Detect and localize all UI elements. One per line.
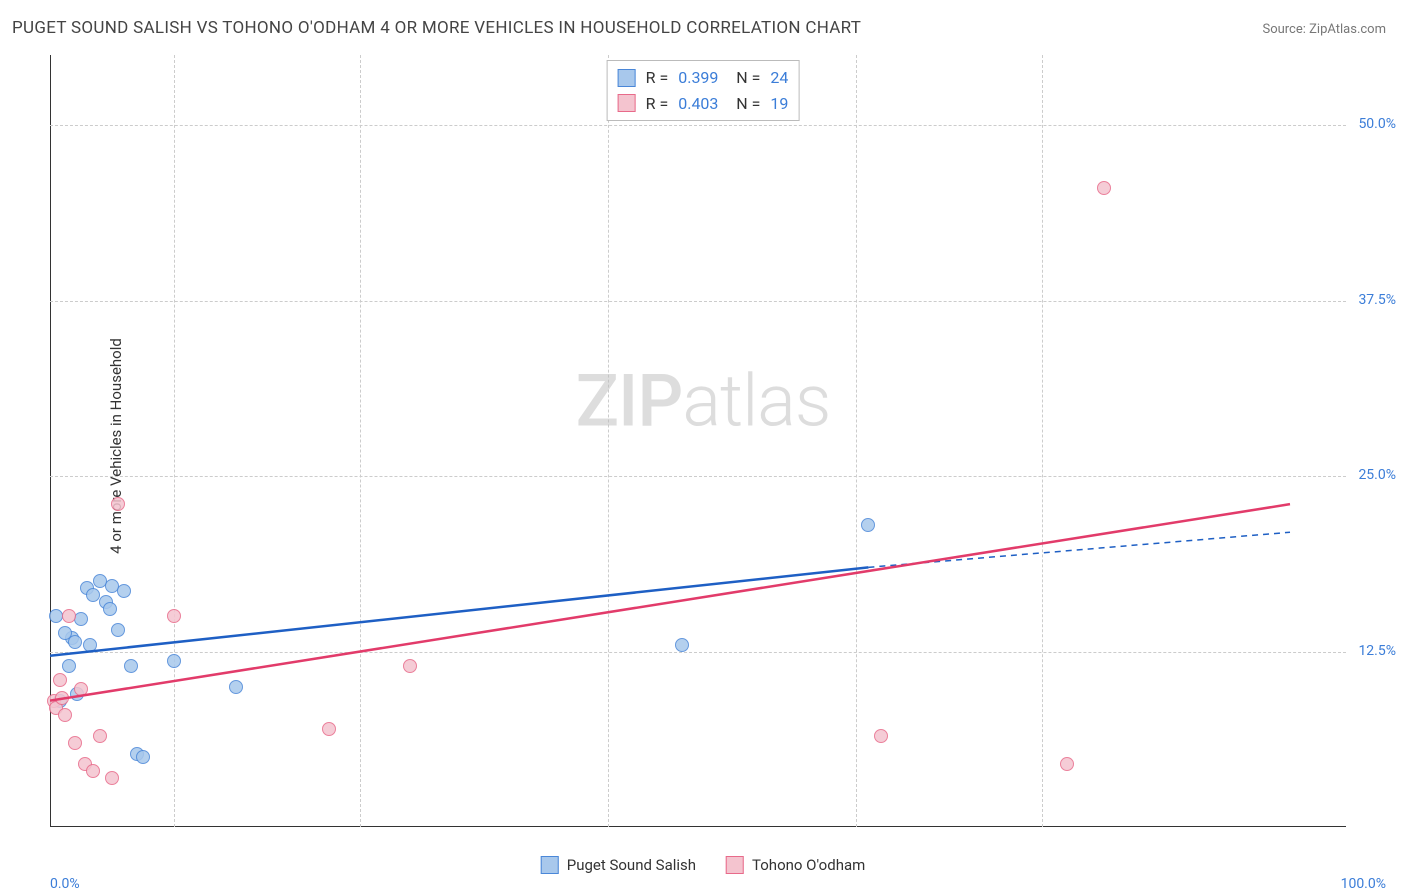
r-value: 0.399: [678, 65, 726, 91]
data-point: [55, 691, 69, 705]
data-point: [874, 729, 888, 743]
data-point: [111, 623, 125, 637]
data-point: [93, 729, 107, 743]
data-point: [74, 682, 88, 696]
n-value: 24: [770, 65, 788, 91]
legend-series-label: Tohono O'odham: [752, 856, 865, 874]
x-axis-line: [50, 826, 1346, 827]
r-value: 0.403: [678, 91, 726, 117]
x-gridline: [608, 55, 609, 827]
source-attribution: Source: ZipAtlas.com: [1262, 22, 1386, 37]
data-point: [68, 736, 82, 750]
data-point: [1097, 181, 1111, 195]
x-tick-min: 0.0%: [50, 876, 80, 892]
legend-swatch: [541, 856, 559, 874]
legend-series-label: Puget Sound Salish: [567, 856, 696, 874]
data-point: [229, 680, 243, 694]
data-point: [83, 638, 97, 652]
y-gridline: [50, 476, 1346, 477]
r-label: R =: [646, 91, 669, 117]
data-point: [58, 708, 72, 722]
y-tick-label: 50.0%: [1358, 116, 1396, 132]
x-axis-labels: 0.0% 100.0%: [50, 876, 1386, 892]
data-point: [167, 609, 181, 623]
data-point: [105, 771, 119, 785]
trend-lines-svg: [50, 55, 1350, 825]
data-point: [1060, 757, 1074, 771]
x-gridline: [1042, 55, 1043, 827]
trend-line: [50, 504, 1290, 701]
data-point: [86, 764, 100, 778]
data-point: [103, 602, 117, 616]
y-tick-label: 37.5%: [1358, 292, 1396, 308]
legend-swatch: [726, 856, 744, 874]
data-point: [117, 584, 131, 598]
n-value: 19: [770, 91, 788, 117]
legend-swatch: [618, 69, 636, 87]
y-tick-label: 12.5%: [1358, 643, 1396, 659]
data-point: [74, 612, 88, 626]
data-point: [62, 609, 76, 623]
trend-line-extrapolation: [868, 532, 1290, 567]
data-point: [53, 673, 67, 687]
data-point: [167, 654, 181, 668]
r-label: R =: [646, 65, 669, 91]
legend-stat-row: R = 0.399 N = 24: [618, 65, 789, 91]
data-point: [322, 722, 336, 736]
watermark-bold: ZIP: [576, 359, 683, 444]
legend-series-item: Tohono O'odham: [726, 856, 865, 874]
x-gridline: [360, 55, 361, 827]
chart-title: PUGET SOUND SALISH VS TOHONO O'ODHAM 4 O…: [12, 18, 861, 38]
legend-stat-row: R = 0.403 N = 19: [618, 91, 789, 117]
y-gridline: [50, 652, 1346, 653]
series-legend: Puget Sound Salish Tohono O'odham: [541, 856, 866, 874]
watermark-thin: atlas: [682, 359, 830, 444]
n-label: N =: [736, 65, 760, 91]
legend-series-item: Puget Sound Salish: [541, 856, 696, 874]
y-tick-label: 25.0%: [1358, 467, 1396, 483]
x-gridline: [856, 55, 857, 827]
legend-swatch: [618, 94, 636, 112]
n-label: N =: [736, 91, 760, 117]
correlation-legend: R = 0.399 N = 24 R = 0.403 N = 19: [607, 60, 800, 121]
watermark: ZIPatlas: [576, 359, 831, 444]
data-point: [136, 750, 150, 764]
x-gridline: [174, 55, 175, 827]
y-gridline: [50, 125, 1346, 126]
data-point: [675, 638, 689, 652]
y-axis-label: 4 or more Vehicles in Household: [107, 338, 125, 554]
data-point: [124, 659, 138, 673]
data-point: [62, 659, 76, 673]
data-point: [403, 659, 417, 673]
y-gridline: [50, 301, 1346, 302]
data-point: [861, 518, 875, 532]
x-tick-max: 100.0%: [1341, 876, 1386, 892]
